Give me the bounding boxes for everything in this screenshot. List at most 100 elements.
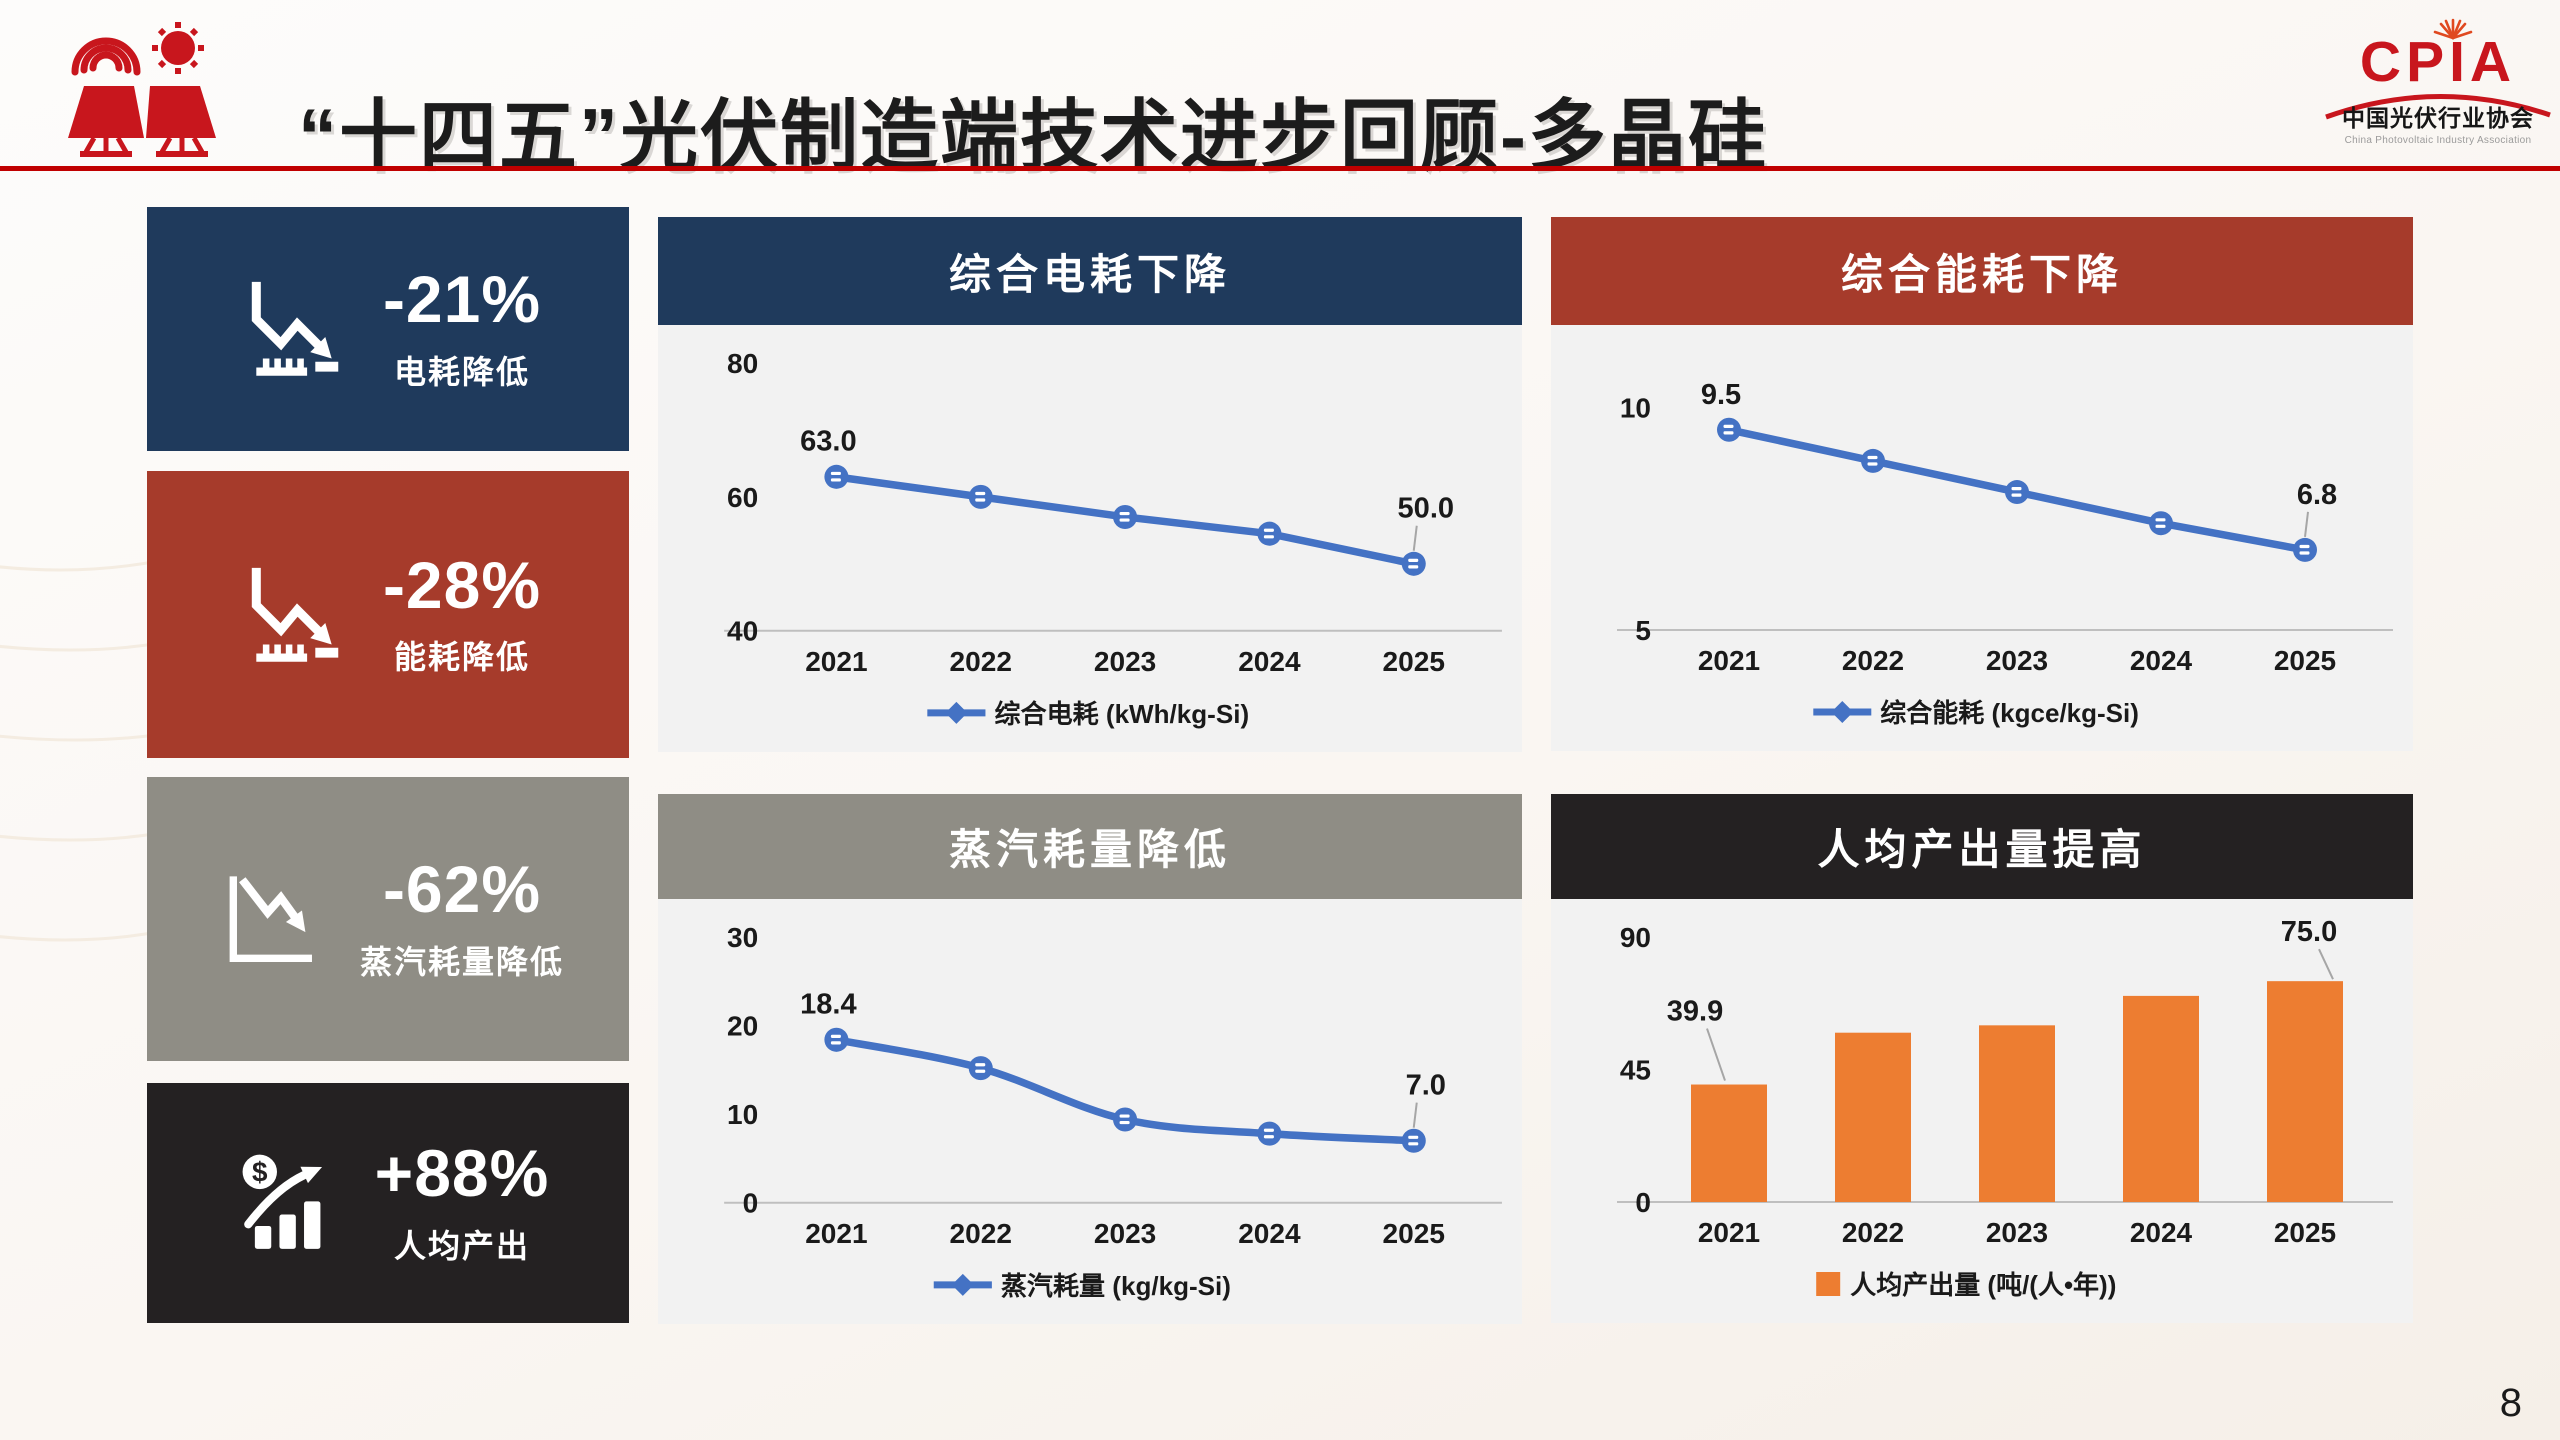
legend-label: 综合能耗 (kgce/kg-Si) [1880, 698, 2139, 728]
label-leader-line [2304, 511, 2309, 538]
stat-value: -62% [382, 852, 542, 927]
declining-line-chart-icon [229, 876, 312, 963]
chart-title: 蒸汽耗量降低 [948, 826, 1231, 873]
y-tick-label: 60 [727, 482, 758, 513]
x-axis-label: 2024 [2130, 645, 2193, 676]
page-number: 8 [2499, 1381, 2522, 1425]
x-axis-label: 2023 [1986, 1217, 2048, 1248]
chart-title: 综合能耗下降 [1840, 250, 2123, 298]
growth-dollar-chart-icon: $ [242, 1154, 322, 1249]
label-leader-line [1706, 1028, 1726, 1081]
y-tick-label: 20 [727, 1011, 758, 1042]
chart-panel-steam: 蒸汽耗量降低 0 10 20 30 2021 2022 2023 2024 2025 18.4 7.0… [658, 794, 1522, 1324]
chart-header: 综合能耗下降 [1551, 217, 2413, 325]
label-leader-line [1412, 525, 1418, 551]
data-label: 39.9 [1667, 996, 1723, 1028]
data-point-marker [1401, 1128, 1426, 1153]
legend-diamond-marker [951, 1273, 974, 1296]
data-label: 7.0 [1406, 1070, 1446, 1102]
chart-header: 人均产出量提高 [1551, 794, 2413, 899]
x-axis-label: 2021 [805, 646, 867, 677]
x-axis-label: 2022 [1842, 1217, 1904, 1248]
data-point-marker [1113, 504, 1138, 529]
bar [1979, 1025, 2055, 1202]
chart-canvas-output: 0 45 90 2021 2022 2023 2024 2025 39.9 75.0 人均产出量 (… [1617, 916, 2393, 1300]
x-axis-label: 2025 [2274, 1217, 2336, 1248]
data-point-marker [2149, 511, 2173, 536]
legend-label: 综合电耗 (kWh/kg-Si) [994, 699, 1249, 729]
chart-canvas-steam: 0 10 20 30 2021 2022 2023 2024 2025 18.4 7.0 蒸汽耗量 (… [724, 922, 1502, 1301]
chart-plot-area: 40 60 80 2021 2022 2023 2024 2025 63.0 50.0 综合电耗 (… [658, 325, 1522, 752]
page-title: “十四五”光伏制造端技术进步回顾-多晶硅 [298, 92, 1768, 181]
x-axis-label: 2022 [950, 646, 1012, 677]
bar [1835, 1032, 1911, 1202]
x-axis-label: 2023 [1986, 645, 2048, 676]
header-divider [0, 166, 2560, 171]
x-axis-label: 2025 [1383, 1218, 1445, 1249]
data-point-marker [2005, 480, 2029, 505]
bar [2267, 981, 2343, 1202]
dollar-glyph: $ [252, 1157, 268, 1188]
y-tick-label: 40 [727, 616, 758, 647]
legend-diamond-marker [1831, 701, 1854, 723]
x-axis-label: 2025 [2274, 645, 2336, 676]
y-tick-label: 10 [1620, 393, 1651, 424]
chart-panel-electricity: 综合电耗下降 40 60 80 2021 2022 2023 2024 2025 63.0 50.0… [658, 217, 1522, 752]
chart-header: 综合电耗下降 [658, 217, 1522, 325]
x-axis-label: 2024 [1238, 1218, 1301, 1249]
label-leader-line [2318, 948, 2334, 980]
data-point-marker [968, 484, 993, 509]
stat-texts: -62% 蒸汽耗量降低 [360, 855, 564, 982]
y-tick-label: 10 [727, 1099, 758, 1130]
chart-plot-area: 5 10 2021 2022 2023 2024 2025 9.5 6.8 综合能耗 (kgce/… [1551, 325, 2413, 751]
data-point-marker [1717, 417, 1741, 442]
legend-square-marker [1816, 1272, 1841, 1296]
label-leader-line [1412, 1102, 1418, 1128]
data-label: 18.4 [800, 989, 857, 1021]
stat-value: -21% [382, 262, 542, 337]
y-tick-label: 30 [727, 922, 758, 953]
data-point-marker [824, 1027, 849, 1052]
declining-bar-chart-icon [251, 567, 339, 662]
y-tick-label: 45 [1620, 1055, 1651, 1086]
x-axis-label: 2025 [1383, 646, 1445, 677]
legend-label: 人均产出量 (吨/(人•年)) [1850, 1270, 2116, 1300]
y-tick-label: 0 [743, 1188, 759, 1219]
x-axis-label: 2024 [2130, 1217, 2193, 1248]
legend-label: 蒸汽耗量 (kg/kg-Si) [1001, 1271, 1231, 1301]
stat-label: 人均产出 [393, 1227, 530, 1264]
cpia-sunburst-icon [2433, 18, 2473, 40]
cpia-name-chinese: 中国光伏行业协会 [2342, 105, 2534, 131]
y-tick-label: 0 [1635, 1187, 1651, 1218]
y-tick-label: 5 [1635, 615, 1651, 646]
solar-panel-sun-icon [68, 22, 216, 157]
chart-header: 蒸汽耗量降低 [658, 794, 1522, 899]
y-tick-label: 80 [727, 348, 758, 379]
chart-panel-energy: 综合能耗下降 5 10 2021 2022 2023 2024 2025 9.5 6.8 综合能耗 … [1551, 217, 2413, 751]
declining-bar-chart-icon [251, 281, 339, 376]
chart-panel-output: 人均产出量提高 0 45 90 2021 2022 2023 2024 2025 39.9 75.0… [1551, 794, 2413, 1323]
data-point-marker [1861, 448, 1885, 473]
data-point-marker [1257, 521, 1282, 546]
stat-texts: -28% 能耗降低 [382, 547, 542, 678]
data-point-marker [968, 1056, 993, 1081]
data-point-marker [2293, 537, 2317, 562]
bar [1691, 1084, 1767, 1202]
chart-canvas-energy: 5 10 2021 2022 2023 2024 2025 9.5 6.8 综合能耗 (kgce/… [1617, 379, 2393, 728]
stat-card-steam-consumption: -62% 蒸汽耗量降低 [147, 777, 629, 1061]
bar [2123, 995, 2199, 1202]
stat-card-electricity-consumption: -21% 电耗降低 [147, 207, 629, 451]
stat-card-per-capita-output: $ +88% 人均产出 [147, 1083, 629, 1323]
stat-value: -28% [382, 547, 542, 622]
stat-value: +88% [374, 1136, 550, 1211]
stat-card-energy-consumption: -28% 能耗降低 [147, 471, 629, 758]
chart-title: 人均产出量提高 [1817, 826, 2147, 873]
data-label: 63.0 [800, 426, 857, 458]
data-point-marker [824, 464, 849, 489]
data-point-marker [1113, 1107, 1138, 1132]
data-label: 9.5 [1701, 379, 1741, 411]
x-axis-label: 2023 [1094, 646, 1156, 677]
chart-title: 综合电耗下降 [948, 250, 1231, 298]
cpia-arc-swoosh [2325, 94, 2551, 120]
